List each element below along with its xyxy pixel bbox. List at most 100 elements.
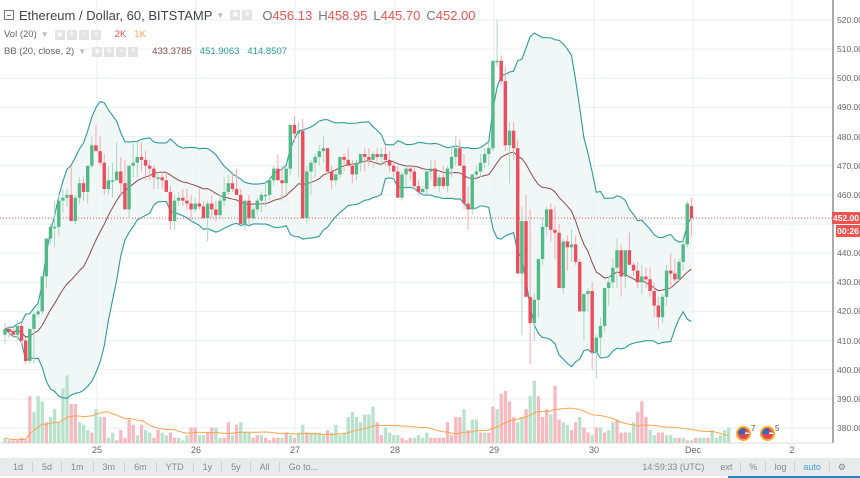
volume-bar [379, 435, 383, 443]
candle-body [276, 168, 280, 181]
volume-bar [549, 414, 553, 443]
volume-bar [636, 411, 640, 443]
close-icon[interactable]: ✕ [128, 46, 139, 57]
candle-body [234, 189, 239, 195]
volume-bar [201, 435, 206, 443]
plus-icon[interactable]: + [78, 29, 89, 40]
bottom-accent-bar [728, 476, 860, 478]
range-button-5y[interactable]: 5y [222, 462, 251, 472]
volume-bar [44, 422, 49, 443]
candle-body [673, 273, 677, 280]
settings-gear-icon[interactable]: ⚙ [828, 462, 854, 472]
eye-icon[interactable]: ◉ [92, 46, 103, 57]
volume-bar [528, 396, 532, 443]
candle-body [127, 165, 131, 210]
collapse-legend-icon[interactable] [4, 10, 14, 20]
candle-body [201, 206, 206, 219]
volume-dropdown-caret-icon[interactable]: ▼ [40, 30, 49, 39]
range-button-goto[interactable]: Go to... [288, 462, 319, 472]
candle-body [23, 340, 28, 361]
plus-icon[interactable]: + [116, 46, 127, 57]
volume-bar [652, 435, 656, 443]
range-button-6m[interactable]: 6m [125, 462, 157, 472]
candle-body [669, 270, 673, 274]
range-button-5d[interactable]: 5d [33, 462, 63, 472]
gear-icon[interactable]: ✲ [66, 29, 77, 40]
candle-body [449, 156, 454, 169]
candle-body [528, 296, 532, 324]
time-axis[interactable]: 25 26 27 28 29 30 Dec 2 [0, 443, 833, 457]
candle-body [524, 221, 528, 297]
event-count: 7 [751, 424, 756, 433]
volume-bar [474, 419, 479, 443]
volume-bar [350, 411, 355, 443]
gear-icon[interactable]: ✲ [242, 10, 253, 20]
scale-toggle-ext[interactable]: ext [720, 462, 733, 472]
volume-bar [28, 396, 32, 443]
scale-toggle-auto[interactable]: auto [794, 462, 829, 472]
range-button-1m[interactable]: 1m [62, 462, 94, 472]
candle-body [586, 291, 590, 294]
volume-actions: ◉ ✲ + ✕ [54, 29, 103, 40]
symbol-title[interactable]: Ethereum / Dollar, 60, BITSTAMP [19, 7, 213, 23]
volume-bar [607, 430, 611, 443]
volume-bar [425, 432, 429, 443]
range-button-1d[interactable]: 1d [4, 462, 34, 472]
range-button-3m[interactable]: 3m [94, 462, 126, 472]
volume-bar [669, 435, 673, 443]
eye-icon[interactable]: ◉ [230, 10, 241, 20]
volume-bar [503, 391, 508, 443]
time-axis-label: 30 [588, 445, 600, 455]
volume-bar [478, 432, 483, 443]
event-count: 5 [775, 424, 780, 433]
volume-bar [412, 437, 417, 443]
volume-bar [255, 435, 259, 443]
price-chart-canvas[interactable] [0, 0, 860, 458]
price-axis-label: 440.00 [837, 248, 860, 259]
volume-bar [677, 437, 681, 443]
volume-legend-row: Vol (20) ▼ ◉ ✲ + ✕ 2K 1K [4, 26, 476, 43]
volume-bar [305, 432, 309, 443]
volume-bar [602, 432, 607, 443]
volume-bar [458, 417, 462, 443]
volume-bar [309, 432, 313, 443]
range-button-1y[interactable]: 1y [194, 462, 223, 472]
us-flag-event-icon[interactable] [736, 426, 751, 441]
volume-bar [251, 437, 255, 443]
candle-body [61, 197, 65, 201]
candle-body [255, 200, 259, 210]
bb-indicator-label[interactable]: BB (20, close, 2) [4, 46, 75, 57]
candle-body [247, 200, 251, 219]
volume-bar [359, 422, 363, 443]
price-axis-label: 480.00 [837, 131, 860, 142]
candle-body [689, 206, 694, 219]
eye-icon[interactable]: ◉ [54, 29, 65, 40]
volume-indicator-label[interactable]: Vol (20) [4, 29, 37, 40]
candle-body [503, 81, 508, 146]
candle-body [267, 180, 272, 195]
range-button-all[interactable]: All [251, 462, 280, 472]
volume-bar [404, 440, 408, 443]
volume-ma-value: 1K [134, 29, 146, 40]
candle-body [301, 130, 305, 219]
symbol-dropdown-caret-icon[interactable]: ▼ [216, 10, 225, 20]
volume-bar [148, 432, 152, 443]
utc-clock[interactable]: 14:59:33 (UTC) [642, 462, 705, 472]
volume-bar [11, 440, 15, 443]
volume-bar [69, 404, 73, 443]
candle-body [540, 226, 545, 259]
gear-icon[interactable]: ✲ [104, 46, 115, 57]
volume-bar [586, 432, 590, 443]
bb-dropdown-caret-icon[interactable]: ▼ [78, 47, 87, 56]
price-axis[interactable]: 520.00 510.00 500.00 490.00 480.00 470.00 460.… [833, 0, 860, 433]
time-axis-label: 29 [488, 445, 500, 455]
close-icon[interactable]: ✕ [90, 29, 101, 40]
scale-toggle-log[interactable]: log [765, 462, 794, 472]
volume-bar [24, 440, 28, 443]
candle-body [487, 148, 491, 155]
range-button-ytd[interactable]: YTD [157, 462, 194, 472]
us-flag-event-icon[interactable] [760, 426, 775, 441]
scale-toggle-percent[interactable]: % [740, 462, 765, 472]
volume-bar [590, 435, 594, 443]
